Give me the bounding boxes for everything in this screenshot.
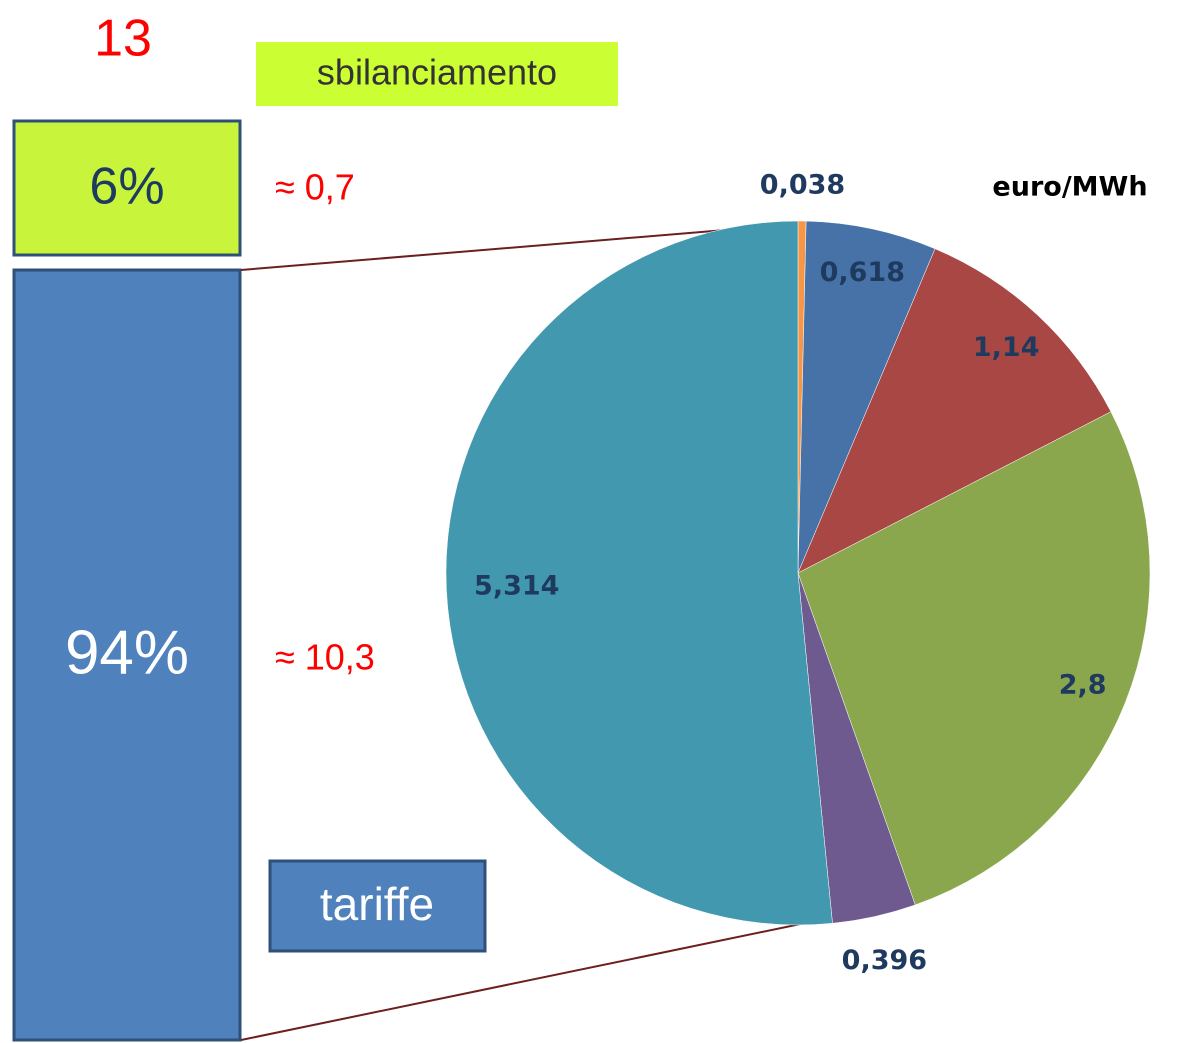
- pie-slice: [797, 220, 936, 574]
- total: 13: [94, 10, 152, 68]
- data-label: 2,8: [1059, 669, 1107, 700]
- pie-slice: [797, 248, 1112, 574]
- top-value: ≈ 0,7: [275, 167, 355, 208]
- data-label: 5,314: [474, 570, 559, 601]
- bottom-value: ≈ 10,3: [275, 637, 375, 678]
- pie-slice: [797, 411, 1151, 906]
- data-label: 0,396: [842, 945, 927, 976]
- top-label: sbilanciamento: [317, 52, 557, 93]
- unit-title: euro/MWh: [992, 172, 1147, 203]
- data-label: 0,038: [760, 169, 845, 200]
- data-label: 0,618: [820, 257, 905, 288]
- bottom-share: 94%: [65, 618, 189, 687]
- top-label-box: [256, 42, 618, 106]
- connector: [240, 224, 787, 271]
- data-label: 1,14: [973, 332, 1040, 363]
- bottom-label-box: [268, 859, 487, 953]
- bottom-box: [12, 268, 242, 1042]
- top-box: [12, 119, 242, 257]
- pie: 0,038 0,618 1,14 2,8 0,396 5,314: [445, 169, 1151, 976]
- pie-slice: [445, 220, 833, 926]
- bottom-label: tariffe: [320, 878, 434, 930]
- connector: [240, 920, 816, 1041]
- top-share: 6%: [89, 158, 164, 216]
